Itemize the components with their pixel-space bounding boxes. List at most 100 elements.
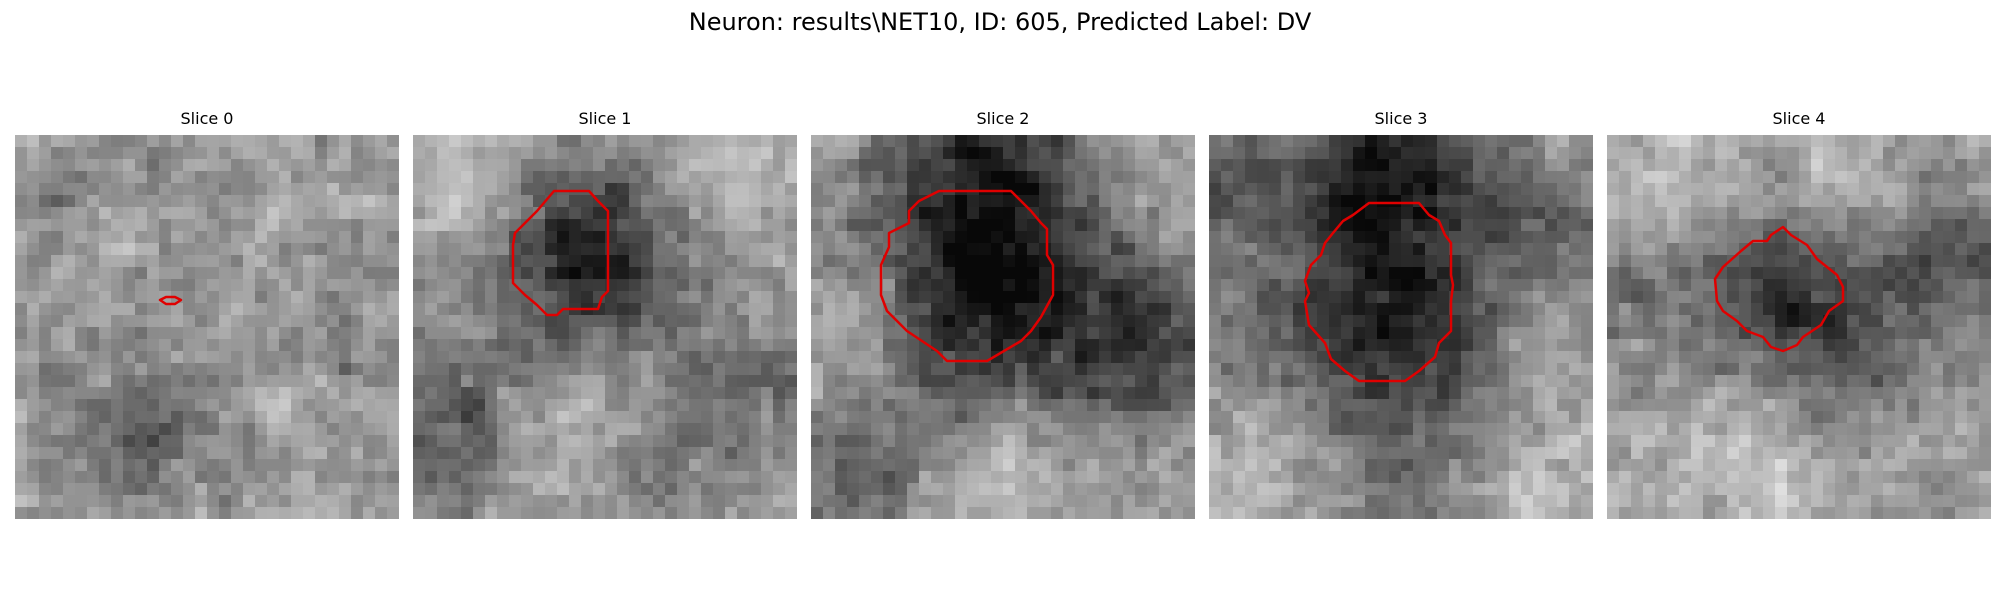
image-pixel bbox=[569, 267, 582, 280]
image-pixel bbox=[1159, 435, 1172, 448]
image-pixel bbox=[387, 303, 399, 316]
image-pixel bbox=[823, 507, 836, 519]
image-pixel bbox=[557, 327, 570, 340]
image-pixel bbox=[363, 183, 376, 196]
image-pixel bbox=[1739, 207, 1752, 220]
image-pixel bbox=[497, 315, 510, 328]
image-pixel bbox=[979, 267, 992, 280]
image-pixel bbox=[713, 147, 726, 160]
image-pixel bbox=[955, 483, 968, 496]
image-pixel bbox=[617, 207, 630, 220]
image-pixel bbox=[1075, 363, 1088, 376]
image-pixel bbox=[1895, 159, 1908, 172]
image-pixel bbox=[1257, 279, 1270, 292]
image-pixel bbox=[63, 459, 76, 472]
image-pixel bbox=[1521, 315, 1534, 328]
image-pixel bbox=[1485, 255, 1498, 268]
image-pixel bbox=[1003, 375, 1016, 388]
image-pixel bbox=[1607, 159, 1620, 172]
image-pixel bbox=[111, 231, 124, 244]
image-pixel bbox=[1883, 327, 1896, 340]
image-pixel bbox=[1039, 459, 1052, 472]
image-pixel bbox=[315, 171, 328, 184]
image-pixel bbox=[1353, 471, 1366, 484]
image-pixel bbox=[195, 171, 208, 184]
image-pixel bbox=[943, 363, 956, 376]
image-pixel bbox=[847, 147, 860, 160]
image-pixel bbox=[1353, 267, 1366, 280]
image-pixel bbox=[1269, 387, 1282, 400]
image-pixel bbox=[859, 375, 872, 388]
image-pixel bbox=[1667, 243, 1680, 256]
image-pixel bbox=[737, 207, 750, 220]
image-pixel bbox=[485, 471, 498, 484]
image-pixel bbox=[1039, 147, 1052, 160]
image-pixel bbox=[1979, 375, 1991, 388]
image-pixel bbox=[737, 399, 750, 412]
image-pixel bbox=[1509, 447, 1522, 460]
image-pixel bbox=[1111, 435, 1124, 448]
image-pixel bbox=[1449, 171, 1462, 184]
image-pixel bbox=[327, 483, 340, 496]
image-pixel bbox=[267, 291, 280, 304]
image-pixel bbox=[1775, 207, 1788, 220]
image-pixel bbox=[387, 171, 399, 184]
image-pixel bbox=[1209, 183, 1222, 196]
image-pixel bbox=[1823, 291, 1836, 304]
image-pixel bbox=[665, 315, 678, 328]
image-pixel bbox=[665, 207, 678, 220]
image-pixel bbox=[991, 195, 1004, 208]
image-pixel bbox=[1449, 183, 1462, 196]
image-pixel bbox=[51, 507, 64, 519]
image-pixel bbox=[979, 147, 992, 160]
image-pixel bbox=[979, 171, 992, 184]
image-pixel bbox=[1703, 231, 1716, 244]
image-pixel bbox=[99, 219, 112, 232]
image-pixel bbox=[1835, 147, 1848, 160]
image-pixel bbox=[955, 231, 968, 244]
image-pixel bbox=[303, 171, 316, 184]
image-pixel bbox=[1751, 315, 1764, 328]
image-pixel bbox=[931, 495, 944, 508]
image-pixel bbox=[195, 183, 208, 196]
image-pixel bbox=[1763, 315, 1776, 328]
image-pixel bbox=[1147, 171, 1160, 184]
image-pixel bbox=[1883, 171, 1896, 184]
image-pixel bbox=[195, 195, 208, 208]
image-pixel bbox=[27, 171, 40, 184]
image-pixel bbox=[605, 363, 618, 376]
image-pixel bbox=[1123, 363, 1136, 376]
image-pixel bbox=[1751, 459, 1764, 472]
image-pixel bbox=[1775, 279, 1788, 292]
image-pixel bbox=[1703, 291, 1716, 304]
image-pixel bbox=[967, 507, 980, 519]
image-pixel bbox=[1051, 459, 1064, 472]
image-pixel bbox=[1643, 363, 1656, 376]
image-pixel bbox=[1425, 135, 1438, 148]
image-pixel bbox=[1545, 327, 1558, 340]
image-pixel bbox=[1111, 255, 1124, 268]
image-pixel bbox=[931, 411, 944, 424]
image-pixel bbox=[1473, 447, 1486, 460]
image-pixel bbox=[1895, 279, 1908, 292]
image-pixel bbox=[303, 183, 316, 196]
image-pixel bbox=[425, 447, 438, 460]
image-pixel bbox=[1631, 315, 1644, 328]
image-pixel bbox=[243, 207, 256, 220]
image-pixel bbox=[207, 351, 220, 364]
image-pixel bbox=[859, 399, 872, 412]
image-pixel bbox=[1341, 147, 1354, 160]
image-pixel bbox=[39, 291, 52, 304]
image-pixel bbox=[1473, 459, 1486, 472]
image-pixel bbox=[387, 255, 399, 268]
image-pixel bbox=[1317, 351, 1330, 364]
image-pixel bbox=[773, 219, 786, 232]
image-pixel bbox=[1027, 267, 1040, 280]
image-pixel bbox=[557, 183, 570, 196]
image-pixel bbox=[1533, 171, 1546, 184]
image-pixel bbox=[1413, 399, 1426, 412]
image-pixel bbox=[243, 219, 256, 232]
image-pixel bbox=[991, 471, 1004, 484]
image-pixel bbox=[413, 255, 426, 268]
image-pixel bbox=[919, 507, 932, 519]
